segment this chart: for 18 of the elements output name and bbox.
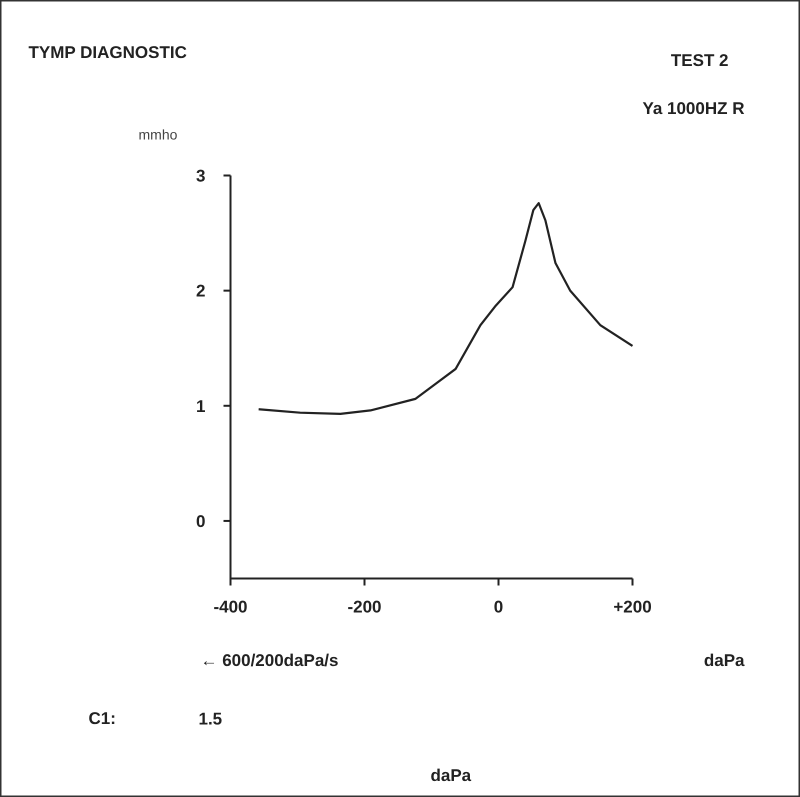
chart-title: TYMP DIAGNOSTIC	[28, 43, 187, 62]
y-tick-label: 1	[196, 396, 206, 416]
text: daPa	[430, 766, 472, 785]
text: C1:	[88, 709, 116, 728]
x-tick-label: 0	[494, 598, 504, 616]
x-axis-title: daPa	[704, 651, 746, 670]
y-axis-title: mmho	[138, 126, 178, 142]
text: 1.5	[198, 710, 222, 728]
x-tick-label: -200	[347, 598, 382, 616]
x-tick-label: +200	[613, 598, 652, 616]
line-series	[258, 202, 634, 415]
x-tick-label: -400	[213, 598, 248, 616]
text: ← 600/200daPa/s	[200, 651, 338, 670]
text: Ya 1000HZ R	[642, 99, 745, 118]
text: TEST 2	[670, 51, 728, 70]
y-tick-label: 3	[196, 166, 206, 186]
y-tick-label: 2	[196, 282, 206, 301]
y-tick-label: 0	[196, 512, 206, 531]
